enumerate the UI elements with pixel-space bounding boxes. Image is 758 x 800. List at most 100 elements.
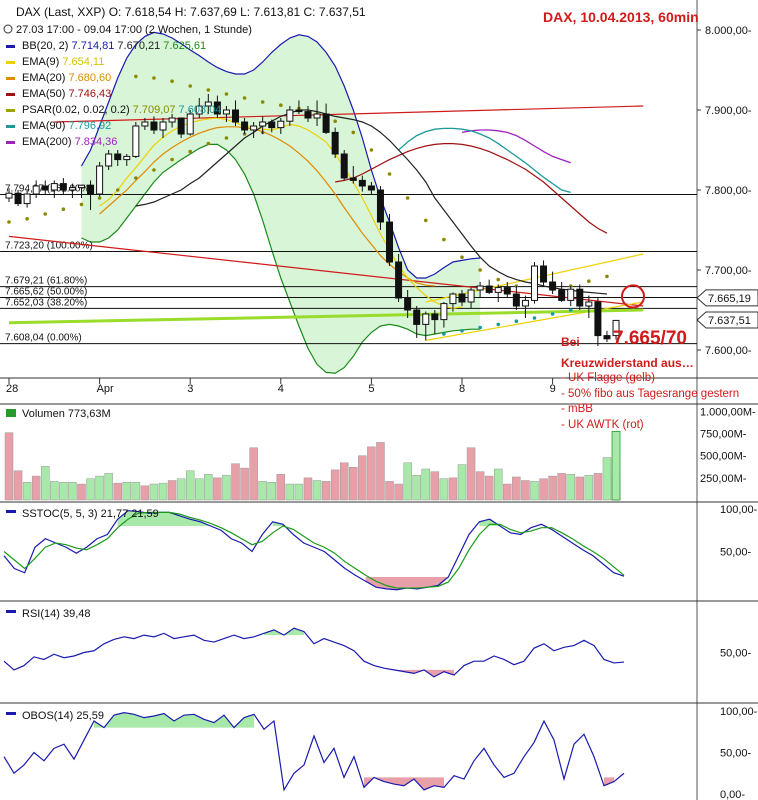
trendline-lime-flag-line	[8, 308, 644, 325]
trendline-yellow-channel-lower	[425, 301, 644, 341]
obos-tick-label: 100,00-	[720, 706, 758, 718]
volume-bar	[575, 476, 585, 501]
clock-icon	[3, 24, 13, 34]
candle-body	[386, 221, 394, 263]
psar-dot	[550, 312, 555, 316]
volume-bar	[412, 474, 421, 501]
candle-body	[349, 177, 357, 181]
fib-level-label: 7.652,03 (38.20%)	[5, 297, 87, 308]
psar-dot	[115, 188, 120, 192]
rsi-rsi-line	[3, 627, 625, 678]
annotation-bei: Bei	[561, 335, 580, 349]
volume-title: Volumen 773,63M	[22, 408, 111, 420]
psar-dot	[496, 277, 501, 282]
psar-dot	[260, 100, 265, 104]
candle-body	[313, 113, 321, 119]
candle-body	[367, 185, 375, 191]
volume-tick-label: 500,00M-	[700, 451, 747, 463]
volume-bar	[13, 470, 23, 501]
candle-body	[295, 109, 303, 113]
volume-bar	[602, 457, 612, 501]
candle-body	[376, 189, 384, 223]
volume-bar	[584, 474, 594, 501]
volume-bar	[31, 475, 41, 501]
volume-bar	[466, 447, 476, 501]
candle-body	[467, 289, 475, 303]
rsi-legend-swatch	[6, 610, 16, 613]
rsi-tick-label: 50,00-	[720, 648, 752, 660]
price-tick-label: 7.900,00-	[705, 105, 752, 117]
candle-body	[440, 303, 448, 321]
volume-bar	[294, 483, 304, 501]
candle-body	[322, 113, 330, 133]
obos-legend-swatch	[6, 712, 16, 715]
volume-bar	[113, 482, 122, 501]
psar-dot	[496, 322, 501, 327]
volume-bar	[77, 483, 86, 501]
price-tag-box	[696, 289, 758, 307]
legend-label: EMA(20)	[22, 72, 68, 84]
volume-bar	[149, 483, 159, 501]
candle-body	[68, 187, 76, 191]
candle-body	[232, 109, 239, 123]
legend-swatch	[6, 77, 15, 80]
candle-body	[530, 265, 538, 301]
legend-entry: EMA(9) 7.654,11	[22, 56, 104, 68]
candle-body	[458, 293, 466, 303]
psar-dot	[242, 96, 247, 100]
candle-body	[494, 287, 502, 293]
psar-dot	[152, 168, 156, 172]
legend-entry: EMA(200) 7.834,36	[22, 136, 117, 148]
resistance-circle-marker	[621, 284, 645, 309]
volume-bar	[95, 475, 104, 501]
legend-value: 7.746,43	[68, 88, 111, 100]
candle-body	[277, 120, 285, 129]
candle-body	[540, 265, 548, 283]
chart-title: DAX, 10.04.2013, 60min	[543, 9, 699, 25]
candle-body	[150, 121, 158, 131]
psar-dot	[514, 319, 519, 324]
volume-bar	[240, 467, 249, 501]
candle-body	[612, 319, 620, 337]
bollinger-lower-line	[81, 143, 481, 374]
annotation-headline: Kreuzwiderstand aus…	[561, 356, 694, 370]
price-tag-label: 7.665,19	[708, 293, 751, 305]
volume-bar	[40, 466, 50, 501]
volume-bar	[421, 468, 431, 501]
obos-oversold-shade	[364, 777, 444, 790]
legend-value: 7.608,04	[179, 104, 222, 116]
legend-entry: EMA(20) 7.680,60	[22, 72, 111, 84]
candle-body	[186, 113, 194, 135]
price-tick-label: 7.600,00-	[705, 345, 752, 357]
obos-overbought-shade	[94, 712, 254, 728]
candle-body	[476, 285, 484, 291]
candle-body	[558, 289, 566, 301]
psar-dot	[279, 103, 283, 107]
candle-body	[585, 301, 593, 307]
legend-swatch	[6, 61, 15, 64]
volume-tick-label: 250,00M-	[700, 473, 747, 485]
volume-bar	[403, 462, 412, 501]
psar-dot	[188, 84, 192, 88]
annotation-level: 7.665/70	[613, 328, 687, 349]
x-tick-label: 28	[6, 383, 18, 395]
sstoc-title: SSTOC(5, 5, 3) 21,77 21,59	[22, 508, 159, 520]
candle-body	[159, 121, 167, 131]
price-tag-label: 7.637,51	[708, 315, 751, 327]
header-ohlc-text: DAX (Last, XXP) O: 7.618,54 H: 7.637,69 …	[16, 5, 366, 19]
volume-tick-label: 1.000,00M-	[700, 406, 756, 418]
price-tick-label: 7.800,00-	[705, 185, 752, 197]
annotation-bullet: - mBB	[561, 403, 593, 415]
volume-tick-label: 750,00M-	[700, 429, 747, 441]
volume-bar	[521, 480, 530, 501]
volume-bar	[330, 469, 340, 501]
legend-value: 7.625,61	[163, 40, 206, 52]
price-tick-label: 8.000,00-	[705, 25, 752, 37]
volume-bar	[104, 473, 113, 501]
psar-dot	[387, 172, 392, 176]
volume-bar	[249, 447, 258, 501]
annotation-bullet: - 50% fibo aus Tagesrange gestern	[561, 387, 740, 400]
volume-bar	[376, 442, 385, 501]
psar-dot	[134, 176, 138, 180]
